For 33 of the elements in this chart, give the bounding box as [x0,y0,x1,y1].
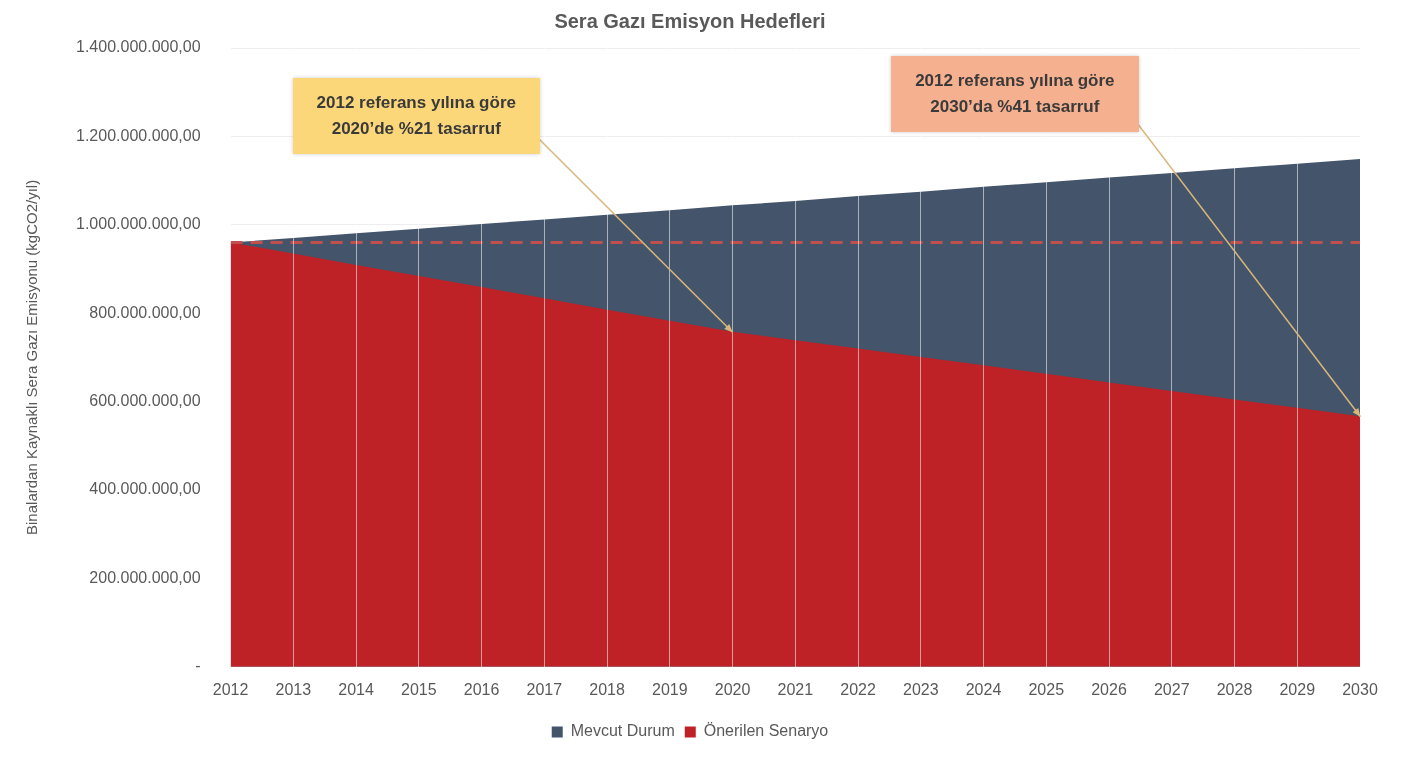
chart-title: Sera Gazı Emisyon Hedefleri [554,9,826,32]
x-tick-label: 2025 [1028,680,1065,698]
y-tick-label: - [195,657,201,675]
y-tick-label: 1.200.000.000,00 [76,126,201,144]
x-tick-label: 2020 [714,680,751,698]
x-tick-label: 2017 [526,680,563,698]
x-tick-label: 2021 [777,680,814,698]
x-tick-label: 2022 [840,680,876,698]
x-tick-label: 2029 [1279,680,1316,698]
x-tick-label: 2015 [401,680,437,698]
y-tick-label: 1.400.000.000,00 [76,38,201,56]
y-tick-label: 800.000.000,00 [89,303,201,321]
y-tick-label: 600.000.000,00 [89,392,201,410]
x-tick-label: 2014 [338,680,374,698]
y-axis-title: Binalardan Kaynaklı Sera Gazı Emisyonu (kgCO2/yıl) [23,179,41,535]
x-tick-label: 2013 [275,680,312,698]
y-tick-label: 400.000.000,00 [89,480,201,498]
legend-label: Mevcut Durum [570,722,675,740]
x-tick-label: 2030 [1342,680,1378,698]
x-tick-label: 2018 [589,680,625,698]
x-tick-label: 2027 [1153,680,1190,698]
annotation: 2012 referans yılına göre 2020’de %21 tasarruf [316,93,516,138]
x-tick-label: 2012 [212,680,249,698]
x-tick-label: 2024 [965,680,1002,698]
x-tick-label: 2028 [1216,680,1253,698]
x-tick-label: 2019 [651,680,688,698]
x-tick-label: 2023 [902,680,939,698]
y-tick-label: 200.000.000,00 [89,568,201,586]
annotation: 2012 referans yılına göre 2030’da %41 tasarruf [915,71,1115,116]
legend-label: Önerilen Senaryo [703,722,829,740]
x-tick-label: 2026 [1091,680,1127,698]
x-tick-label: 2016 [463,680,500,698]
y-tick-label: 1.000.000.000,00 [76,215,201,233]
